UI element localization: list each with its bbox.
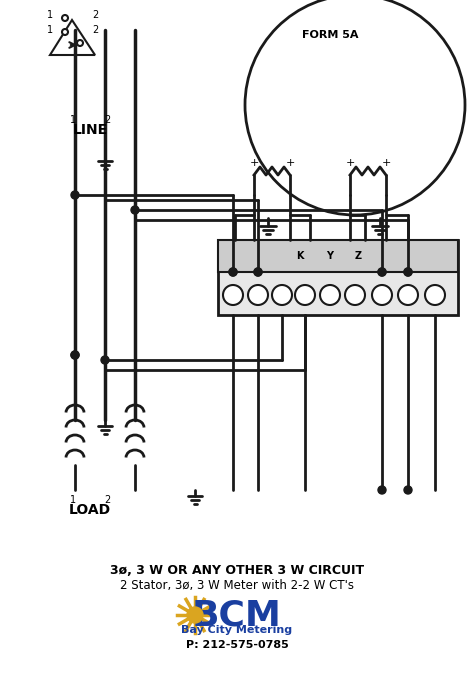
Circle shape — [295, 285, 315, 305]
Circle shape — [71, 191, 79, 199]
Circle shape — [404, 268, 412, 276]
Bar — [218, 240, 458, 272]
Circle shape — [223, 285, 243, 305]
Circle shape — [254, 268, 262, 276]
Circle shape — [345, 285, 365, 305]
Text: 1: 1 — [47, 25, 53, 35]
Circle shape — [62, 15, 68, 21]
Text: 2: 2 — [92, 25, 98, 35]
Text: K: K — [296, 251, 304, 261]
Circle shape — [101, 356, 109, 364]
Text: 2 Stator, 3ø, 3 W Meter with 2-2 W CT's: 2 Stator, 3ø, 3 W Meter with 2-2 W CT's — [120, 579, 354, 591]
Text: P: 212-575-0785: P: 212-575-0785 — [186, 640, 288, 650]
Text: +: + — [285, 158, 295, 168]
Circle shape — [378, 268, 386, 276]
Circle shape — [404, 268, 412, 276]
Text: 1: 1 — [70, 115, 76, 125]
Circle shape — [378, 268, 386, 276]
Text: LINE: LINE — [73, 123, 108, 137]
Circle shape — [62, 29, 68, 35]
Circle shape — [320, 285, 340, 305]
Text: +: + — [381, 158, 391, 168]
Circle shape — [77, 40, 83, 46]
Text: 1: 1 — [70, 495, 76, 505]
Circle shape — [187, 607, 203, 623]
Bar — [218, 240, 458, 315]
Text: +: + — [249, 158, 259, 168]
Text: 2: 2 — [92, 10, 98, 20]
Text: LOAD: LOAD — [69, 503, 111, 517]
Circle shape — [131, 206, 139, 214]
Ellipse shape — [245, 0, 465, 215]
Text: 2: 2 — [104, 115, 110, 125]
Circle shape — [71, 351, 79, 359]
Text: Y: Y — [327, 251, 334, 261]
Text: 3ø, 3 W OR ANY OTHER 3 W CIRCUIT: 3ø, 3 W OR ANY OTHER 3 W CIRCUIT — [110, 564, 364, 577]
Text: +: + — [346, 158, 355, 168]
Text: FORM 5A: FORM 5A — [302, 30, 358, 40]
Circle shape — [229, 268, 237, 276]
Text: BCM: BCM — [192, 598, 282, 632]
Circle shape — [372, 285, 392, 305]
Text: 1: 1 — [47, 10, 53, 20]
Circle shape — [229, 268, 237, 276]
Circle shape — [248, 285, 268, 305]
Text: 2: 2 — [104, 495, 110, 505]
Circle shape — [254, 268, 262, 276]
Circle shape — [425, 285, 445, 305]
Text: Z: Z — [355, 251, 362, 261]
Circle shape — [272, 285, 292, 305]
Circle shape — [378, 486, 386, 494]
Circle shape — [404, 486, 412, 494]
Circle shape — [398, 285, 418, 305]
Circle shape — [71, 351, 79, 359]
Text: Bay City Metering: Bay City Metering — [182, 625, 292, 635]
